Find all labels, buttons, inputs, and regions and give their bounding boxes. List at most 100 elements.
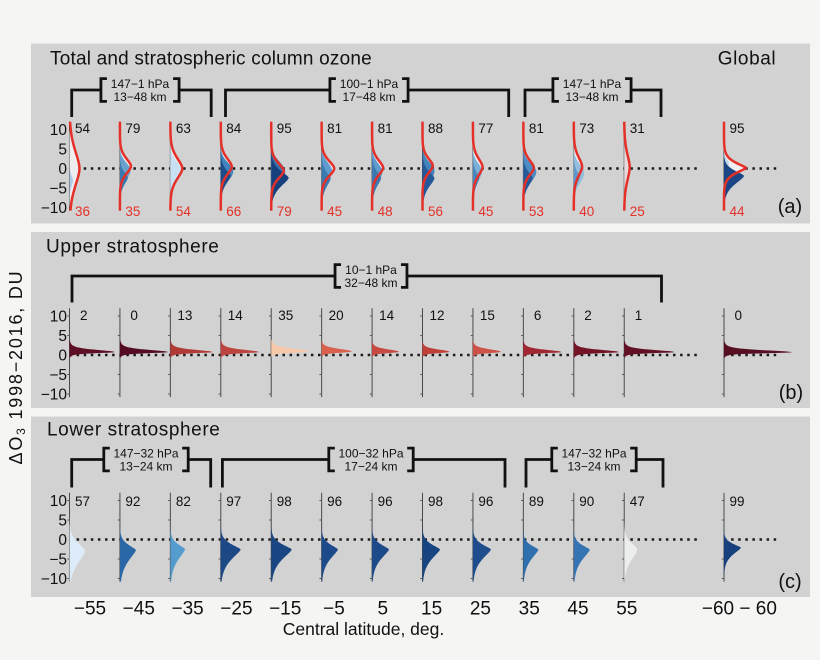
svg-text:45: 45: [478, 204, 493, 219]
svg-text:5: 5: [58, 512, 67, 529]
svg-text:13−48 km: 13−48 km: [565, 90, 618, 104]
svg-text:96: 96: [478, 494, 493, 509]
svg-text:36: 36: [75, 204, 90, 219]
svg-text:57: 57: [75, 494, 90, 509]
svg-text:−25: −25: [220, 599, 252, 620]
svg-text:13−48 km: 13−48 km: [113, 90, 166, 104]
svg-text:−10: −10: [41, 200, 68, 217]
svg-text:2: 2: [584, 308, 592, 323]
svg-text:54: 54: [176, 204, 192, 219]
svg-text:45: 45: [327, 204, 342, 219]
svg-text:88: 88: [428, 121, 443, 136]
svg-text:35: 35: [125, 204, 140, 219]
svg-text:32−48 km: 32−48 km: [344, 276, 397, 290]
svg-text:5: 5: [58, 328, 67, 345]
svg-text:12: 12: [430, 308, 445, 323]
svg-text:25: 25: [470, 599, 491, 620]
svg-text:0: 0: [130, 308, 138, 323]
svg-text:0: 0: [735, 308, 743, 323]
svg-text:79: 79: [125, 121, 140, 136]
svg-text:147−1 hPa: 147−1 hPa: [111, 77, 170, 91]
svg-text:97: 97: [226, 494, 241, 509]
svg-text:89: 89: [529, 494, 544, 509]
svg-text:66: 66: [226, 204, 241, 219]
svg-text:(b): (b): [779, 382, 803, 404]
svg-text:35: 35: [278, 308, 293, 323]
svg-text:20: 20: [329, 308, 344, 323]
svg-text:100−32 hPa: 100−32 hPa: [338, 447, 403, 461]
svg-text:100−1 hPa: 100−1 hPa: [340, 77, 399, 91]
svg-text:56: 56: [428, 204, 443, 219]
svg-text:55: 55: [616, 599, 637, 620]
svg-text:40: 40: [579, 204, 594, 219]
svg-text:13−24 km: 13−24 km: [119, 459, 172, 473]
svg-text:98: 98: [277, 494, 292, 509]
svg-text:−5: −5: [323, 599, 345, 620]
svg-text:96: 96: [327, 494, 342, 509]
svg-text:81: 81: [327, 121, 342, 136]
svg-text:Lower stratosphere: Lower stratosphere: [47, 420, 220, 441]
svg-text:−5: −5: [49, 551, 67, 568]
svg-text:96: 96: [378, 494, 393, 509]
svg-text:45: 45: [567, 599, 588, 620]
svg-text:10−1 hPa: 10−1 hPa: [345, 263, 397, 277]
svg-text:73: 73: [579, 121, 594, 136]
svg-text:10: 10: [50, 493, 68, 510]
svg-text:Upper stratosphere: Upper stratosphere: [46, 237, 219, 258]
svg-text:44: 44: [730, 204, 746, 219]
svg-text:47: 47: [630, 494, 645, 509]
svg-text:79: 79: [277, 204, 292, 219]
svg-text:6: 6: [534, 308, 542, 323]
svg-text:147−1 hPa: 147−1 hPa: [563, 77, 622, 91]
svg-text:−10: −10: [41, 571, 68, 588]
svg-text:−5: −5: [49, 367, 67, 384]
svg-text:(a): (a): [778, 196, 802, 218]
svg-text:17−48 km: 17−48 km: [342, 90, 395, 104]
svg-text:53: 53: [529, 204, 544, 219]
svg-text:0: 0: [58, 347, 67, 364]
svg-text:10: 10: [50, 308, 68, 325]
svg-text:54: 54: [75, 121, 91, 136]
svg-text:Total and stratospheric column: Total and stratospheric column ozone: [50, 49, 372, 70]
svg-text:63: 63: [176, 121, 191, 136]
svg-text:147−32 hPa: 147−32 hPa: [561, 447, 626, 461]
svg-text:−15: −15: [269, 599, 301, 620]
svg-text:Global: Global: [718, 49, 777, 70]
svg-text:17−24 km: 17−24 km: [344, 459, 397, 473]
svg-text:ΔO3 1998−2016, DU: ΔO3 1998−2016, DU: [6, 270, 28, 465]
svg-text:0: 0: [58, 161, 67, 178]
svg-text:10: 10: [50, 122, 68, 139]
svg-text:5: 5: [378, 599, 389, 620]
svg-text:25: 25: [630, 204, 645, 219]
svg-text:81: 81: [529, 121, 544, 136]
svg-text:98: 98: [428, 494, 443, 509]
svg-text:0: 0: [58, 532, 67, 549]
svg-text:14: 14: [228, 308, 244, 323]
svg-text:−5: −5: [49, 180, 67, 197]
svg-text:(c): (c): [778, 571, 801, 593]
svg-text:99: 99: [730, 494, 745, 509]
svg-text:13: 13: [177, 308, 192, 323]
svg-text:5: 5: [58, 141, 67, 158]
svg-text:90: 90: [579, 494, 594, 509]
svg-text:84: 84: [226, 121, 242, 136]
svg-text:2: 2: [80, 308, 88, 323]
svg-text:95: 95: [730, 121, 745, 136]
svg-text:−55: −55: [74, 599, 106, 620]
svg-text:−35: −35: [171, 599, 203, 620]
svg-text:Central latitude, deg.: Central latitude, deg.: [283, 619, 445, 639]
svg-text:92: 92: [125, 494, 140, 509]
svg-text:82: 82: [176, 494, 191, 509]
svg-text:−45: −45: [123, 599, 155, 620]
svg-text:35: 35: [519, 599, 540, 620]
svg-text:95: 95: [277, 121, 292, 136]
svg-text:147−32 hPa: 147−32 hPa: [113, 447, 178, 461]
svg-text:1: 1: [635, 308, 643, 323]
svg-text:15: 15: [480, 308, 495, 323]
svg-text:−60 − 60: −60 − 60: [702, 599, 777, 620]
svg-text:14: 14: [379, 308, 395, 323]
svg-text:81: 81: [378, 121, 393, 136]
svg-text:77: 77: [478, 121, 493, 136]
svg-text:13−24 km: 13−24 km: [567, 459, 620, 473]
svg-text:48: 48: [378, 204, 393, 219]
